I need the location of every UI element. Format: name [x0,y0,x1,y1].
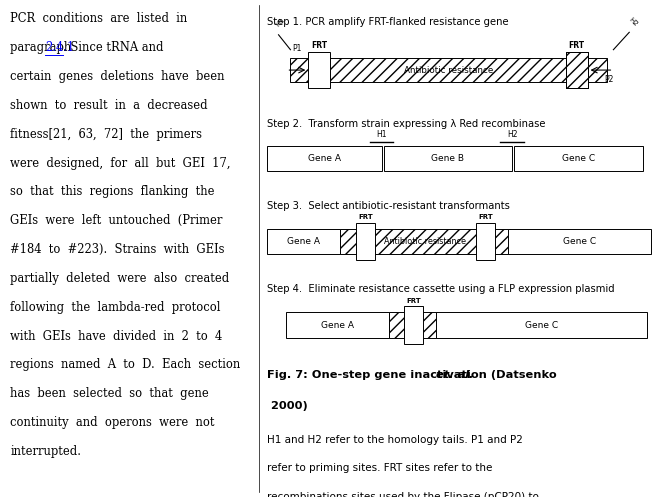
Text: so  that  this  regions  flanking  the: so that this regions flanking the [10,185,215,198]
Text: interrupted.: interrupted. [10,445,81,458]
Bar [267,146,382,171]
Text: paragraph: paragraph [10,41,75,54]
Text: Step 1. PCR amplify FRT-flanked resistance gene: Step 1. PCR amplify FRT-flanked resistan… [267,17,508,27]
Text: 2.4.1: 2.4.1 [45,41,75,54]
Text: GEIs  were  left  untouched  (Primer: GEIs were left untouched (Primer [10,214,223,227]
Bar [384,146,512,171]
Text: Step 3.  Select antibiotic-resistant transformants: Step 3. Select antibiotic-resistant tran… [267,201,510,211]
Bar [420,312,438,338]
Text: refer to priming sites. FRT sites refer to the: refer to priming sites. FRT sites refer … [267,463,492,473]
Text: Gene A: Gene A [287,237,320,246]
Text: H2: H2 [627,16,639,27]
Bar [404,306,423,344]
Text: H1: H1 [377,130,387,139]
Text: et. al.: et. al. [436,370,474,380]
Text: P2: P2 [605,75,614,84]
Bar [290,58,607,82]
Text: certain  genes  deletions  have  been: certain genes deletions have been [10,70,225,83]
Text: Fig. 7: One-step gene inactivation (Datsenko: Fig. 7: One-step gene inactivation (Dats… [267,370,560,380]
Text: FRT: FRT [311,41,328,50]
Bar [373,229,478,254]
Text: FRT: FRT [358,214,373,220]
Text: Gene A: Gene A [308,154,341,163]
Bar [566,52,588,88]
Text: partially  deleted  were  also  created: partially deleted were also created [10,272,230,285]
Bar [566,52,588,88]
Bar [514,146,643,171]
Text: FRT: FRT [406,298,421,304]
Text: Step 2.  Transform strain expressing λ Red recombinase: Step 2. Transform strain expressing λ Re… [267,119,545,129]
Text: Step 4.  Eliminate resistance cassette using a FLP expression plasmid: Step 4. Eliminate resistance cassette us… [267,284,614,294]
Bar [286,312,390,338]
Text: PCR  conditions  are  listed  in: PCR conditions are listed in [10,12,187,25]
Bar [390,312,407,338]
Bar [493,229,510,254]
Bar [476,223,495,260]
Bar [340,229,360,254]
Text: following  the  lambda-red  protocol: following the lambda-red protocol [10,301,221,314]
Text: H1 and H2 refer to the homology tails. P1 and P2: H1 and H2 refer to the homology tails. P… [267,435,523,445]
Text: H2: H2 [507,130,517,139]
Text: with  GEIs  have  divided  in  2  to  4: with GEIs have divided in 2 to 4 [10,330,223,342]
Text: 2000): 2000) [267,401,307,411]
Text: #184  to  #223).  Strains  with  GEIs: #184 to #223). Strains with GEIs [10,243,225,256]
Text: FRT: FRT [569,41,585,50]
Text: Gene C: Gene C [525,321,558,330]
Text: Gene A: Gene A [322,321,354,330]
Text: P1: P1 [292,44,302,53]
Text: shown  to  result  in  a  decreased: shown to result in a decreased [10,99,208,112]
Text: Gene B: Gene B [432,154,464,163]
Text: . Since tRNA and: . Since tRNA and [63,41,163,54]
Text: has  been  selected  so  that  gene: has been selected so that gene [10,387,209,400]
Text: Gene C: Gene C [562,154,595,163]
Text: continuity  and  operons  were  not: continuity and operons were not [10,416,215,429]
Text: Antibiotic resistance: Antibiotic resistance [404,66,494,75]
Text: H1: H1 [274,16,286,27]
Text: Antibiotic resistance: Antibiotic resistance [384,237,466,246]
Text: regions  named  A  to  D.  Each  section: regions named A to D. Each section [10,358,240,371]
Bar [309,52,330,88]
Bar [356,223,375,260]
Text: recombinations sites used by the Flipase (pCP20) to: recombinations sites used by the Flipase… [267,492,538,497]
Bar [436,312,647,338]
Bar [267,229,340,254]
Bar [508,229,651,254]
Text: Gene C: Gene C [563,237,596,246]
Text: fitness[21,  63,  72]  the  primers: fitness[21, 63, 72] the primers [10,128,202,141]
Text: were  designed,  for  all  but  GEI  17,: were designed, for all but GEI 17, [10,157,231,169]
Text: FRT: FRT [478,214,493,220]
